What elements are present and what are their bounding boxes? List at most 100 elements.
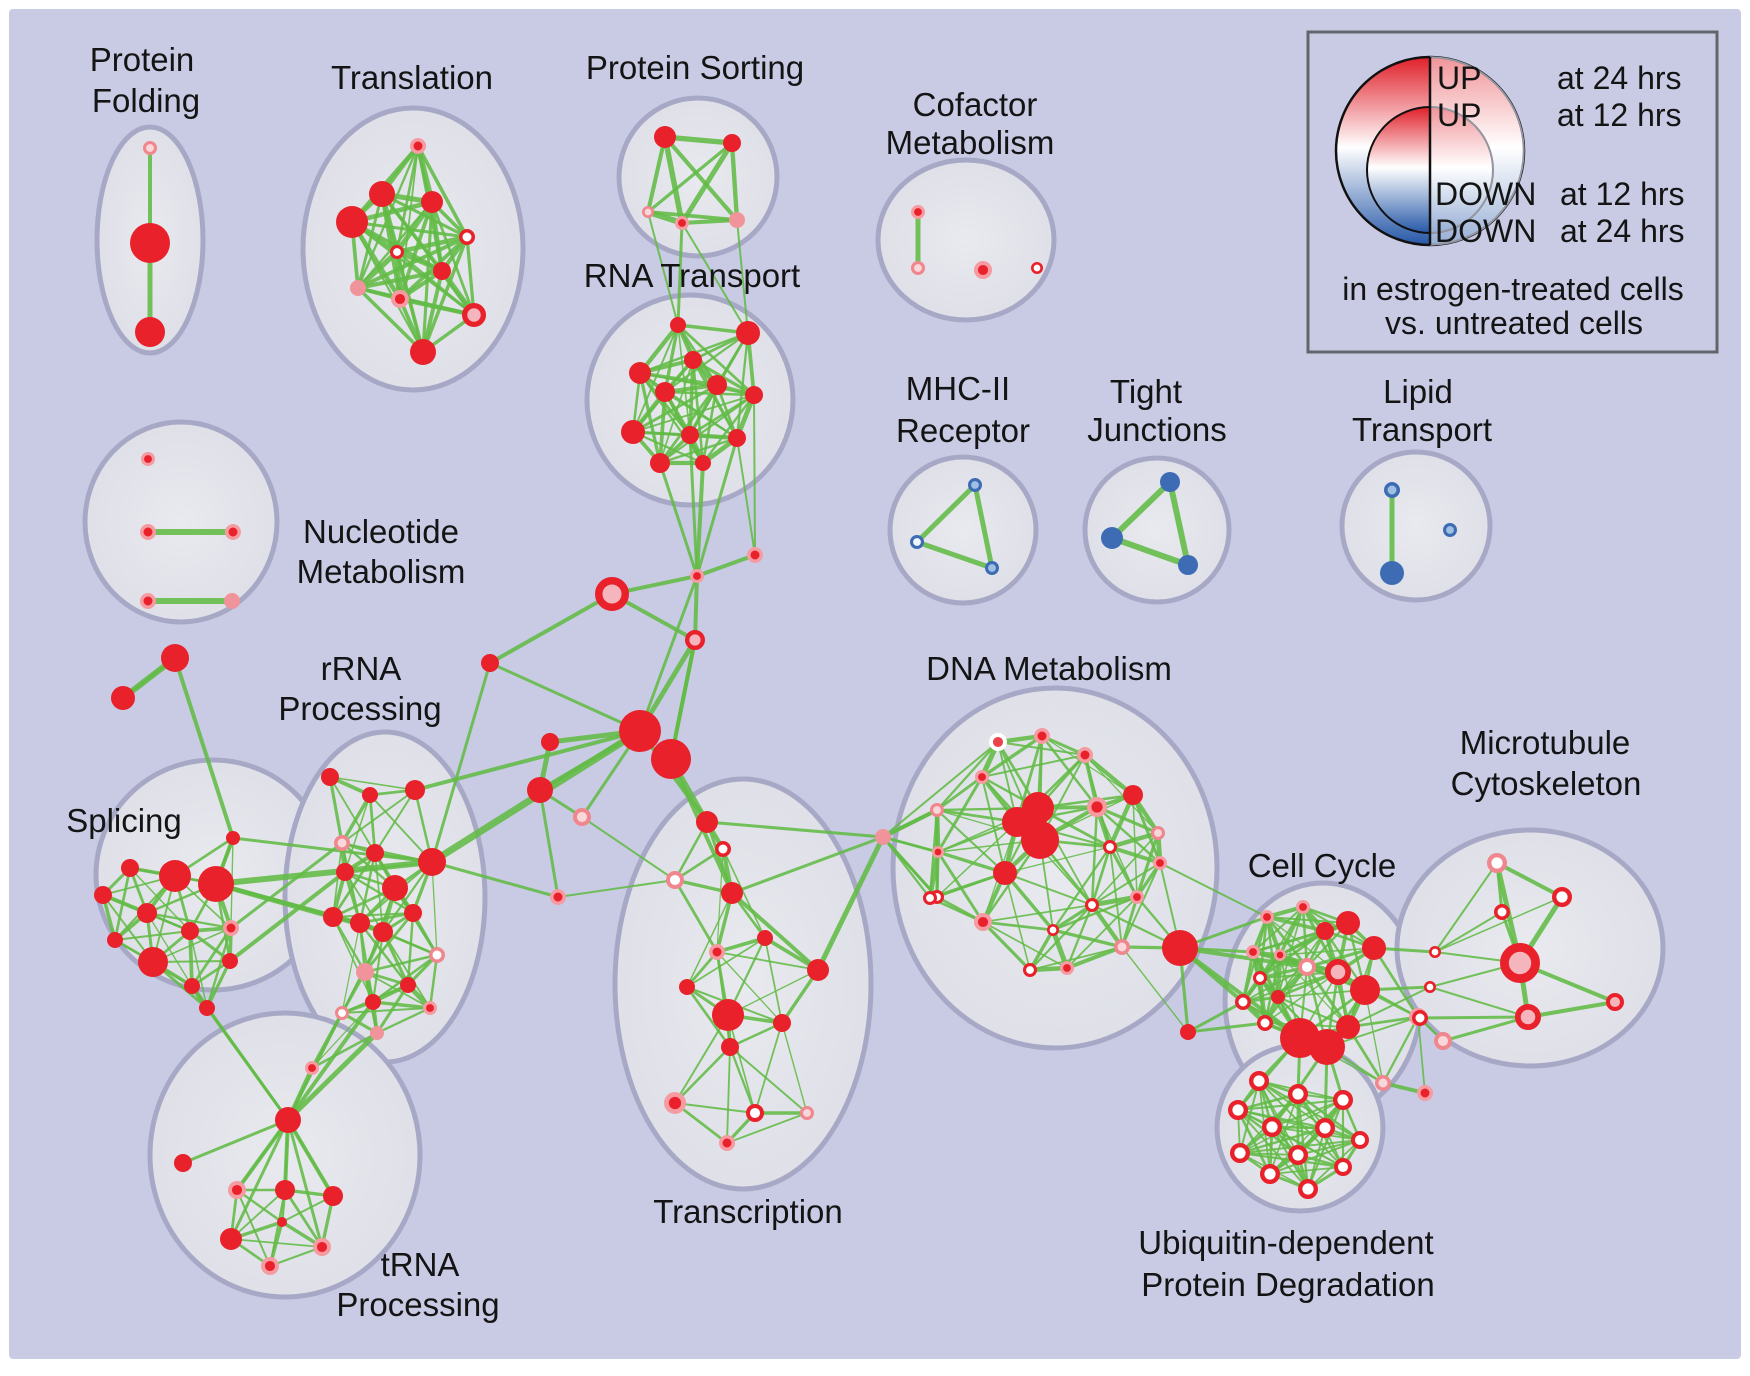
node-x12 [745, 1103, 764, 1122]
edge [981, 754, 1086, 778]
node-mt3 [1428, 946, 1441, 959]
cluster-label-rrna-processing: Processing [278, 690, 441, 727]
node-ub5 [1314, 1117, 1335, 1138]
edge [716, 848, 724, 953]
edge [1258, 970, 1340, 980]
node-n0 [140, 452, 155, 467]
edge [1264, 971, 1339, 1024]
cluster-label-tight-junctions: Tight [1110, 373, 1182, 410]
node-m1 [909, 534, 924, 549]
edge [1028, 928, 1055, 972]
edge [205, 959, 232, 1010]
edge [686, 892, 733, 988]
edge [430, 860, 560, 899]
edge [658, 390, 667, 465]
node-d18 [1046, 924, 1059, 937]
cluster-label-rrna-processing: rRNA [321, 650, 402, 687]
node-tr6 [313, 1237, 332, 1256]
edge [235, 1188, 284, 1224]
node-cc9 [1350, 975, 1380, 1005]
edge [129, 867, 191, 932]
edge [1418, 1015, 1530, 1020]
cluster-label-protein-sorting: Protein Sorting [586, 49, 804, 86]
node-rt2 [684, 351, 702, 369]
node-d13 [1153, 855, 1168, 870]
node-t8 [391, 290, 410, 309]
node-cc5 [1246, 944, 1261, 959]
edge [382, 931, 431, 1009]
edge [982, 921, 1068, 969]
node-s12 [94, 886, 112, 904]
edge [881, 835, 939, 899]
node-x8 [712, 999, 744, 1031]
edge [936, 821, 1018, 898]
node-d19 [1114, 939, 1131, 956]
edge [716, 951, 819, 971]
edge [1089, 894, 1140, 908]
edge [355, 268, 445, 291]
node-rr12 [429, 947, 446, 964]
node-rr17 [423, 1000, 438, 1015]
node-pf0 [142, 140, 157, 155]
node-cc19 [1417, 1085, 1434, 1102]
edge [674, 1014, 729, 1104]
edge [1064, 944, 1125, 971]
node-ha [541, 733, 559, 751]
node-rt1 [736, 321, 760, 345]
edge [1269, 1099, 1344, 1175]
edge [1417, 1016, 1426, 1094]
node-d3 [974, 769, 989, 784]
node-s14 [199, 1000, 215, 1016]
node-ub8 [1287, 1144, 1308, 1165]
cluster-label-mhc-ii-receptor: MHC-II [906, 370, 1010, 407]
edge [1251, 929, 1327, 954]
node-rr14 [400, 977, 416, 993]
edge [728, 1045, 809, 1115]
node-t7 [350, 280, 366, 296]
edge [1066, 896, 1138, 969]
node-rr8 [350, 913, 370, 933]
node-d10 [932, 846, 945, 859]
edge [688, 433, 699, 578]
edge [344, 794, 371, 873]
node-tj2 [1178, 555, 1198, 575]
edge [1107, 844, 1163, 866]
node-d11 [993, 861, 1017, 885]
edge [329, 776, 416, 791]
edge [681, 222, 749, 334]
edge [679, 140, 735, 226]
edge [421, 269, 444, 354]
edge [1095, 805, 1160, 835]
legend-row-label: UP [1437, 97, 1481, 133]
edge [646, 141, 734, 214]
cluster-label-tight-junctions: Junctions [1087, 411, 1226, 448]
edge [1091, 832, 1159, 906]
edge [331, 915, 367, 974]
node-rt3 [629, 362, 651, 384]
node-cc12 [1271, 990, 1285, 1004]
node-rr18 [370, 1026, 384, 1040]
edge [1372, 946, 1420, 1019]
edge [285, 1030, 380, 1123]
node-cn1 [747, 547, 764, 564]
cluster-label-nucleotide-metabolism: Metabolism [297, 553, 466, 590]
edge [646, 210, 739, 222]
edge [735, 331, 750, 440]
cluster-label-nucleotide-metabolism: Nucleotide [303, 513, 459, 550]
node-hc [572, 807, 591, 826]
edge [638, 371, 705, 465]
edge [1004, 872, 1031, 971]
edge [488, 592, 614, 665]
edge [695, 436, 739, 578]
node-cc17 [1309, 1029, 1345, 1065]
edge [728, 1045, 757, 1115]
legend-row-time: at 24 hrs [1560, 213, 1685, 249]
node-tr3 [275, 1180, 295, 1200]
edge [673, 820, 709, 882]
edge [935, 740, 1000, 812]
edge [1526, 1000, 1617, 1019]
edge [1051, 928, 1124, 949]
node-cn0 [689, 568, 704, 583]
node-rt9 [728, 429, 746, 447]
edge [638, 371, 662, 465]
